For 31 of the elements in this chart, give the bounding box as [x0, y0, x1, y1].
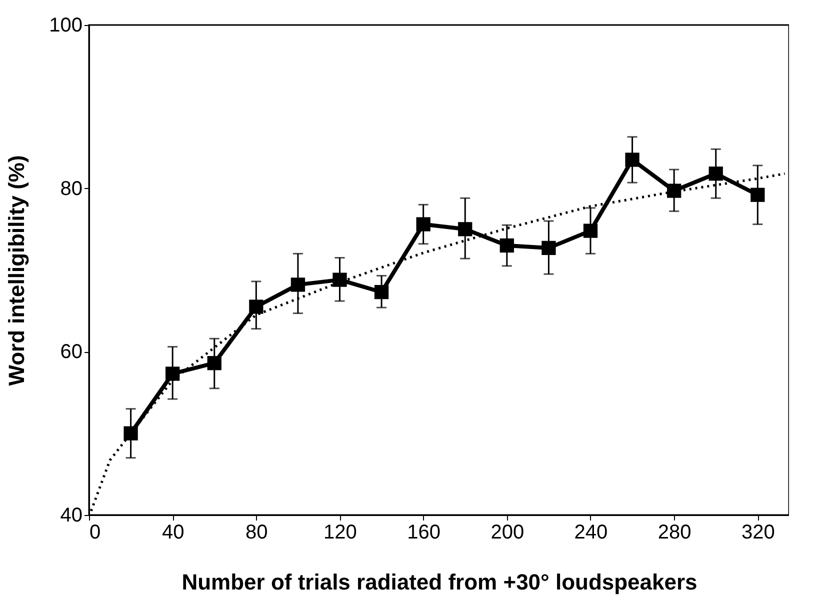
point [708, 166, 723, 181]
y-tick-label: 60 [60, 341, 82, 364]
x-tick-label: 320 [741, 522, 775, 544]
x-tick-label: 0 [90, 522, 101, 544]
y-tick-label: 80 [60, 178, 82, 200]
point [166, 366, 180, 381]
point [416, 217, 430, 232]
y-tick-label: 40 [60, 504, 82, 526]
point [542, 240, 556, 256]
point [207, 356, 222, 370]
x-tick-label: 240 [574, 522, 608, 544]
point [625, 152, 640, 167]
point [583, 224, 598, 238]
point [249, 300, 264, 314]
y-tick-label: 100 [49, 14, 82, 36]
point [124, 426, 138, 440]
point [290, 278, 306, 292]
x-tick-label: 40 [162, 522, 184, 544]
x-tick-label: 160 [407, 522, 441, 544]
x-tick-label: 280 [658, 522, 692, 544]
point [374, 284, 389, 300]
x-axis-title: Number of trials radiated from +30° loudspeakers [182, 570, 698, 594]
point [458, 222, 472, 236]
x-tick-label: 80 [246, 522, 268, 544]
x-tick-label: 200 [490, 522, 524, 544]
point [500, 238, 514, 253]
point [750, 188, 765, 202]
y-axis-title: Word intelligibility (%) [4, 155, 30, 386]
x-tick-label: 120 [324, 522, 357, 544]
point [332, 272, 347, 287]
point [667, 184, 682, 198]
